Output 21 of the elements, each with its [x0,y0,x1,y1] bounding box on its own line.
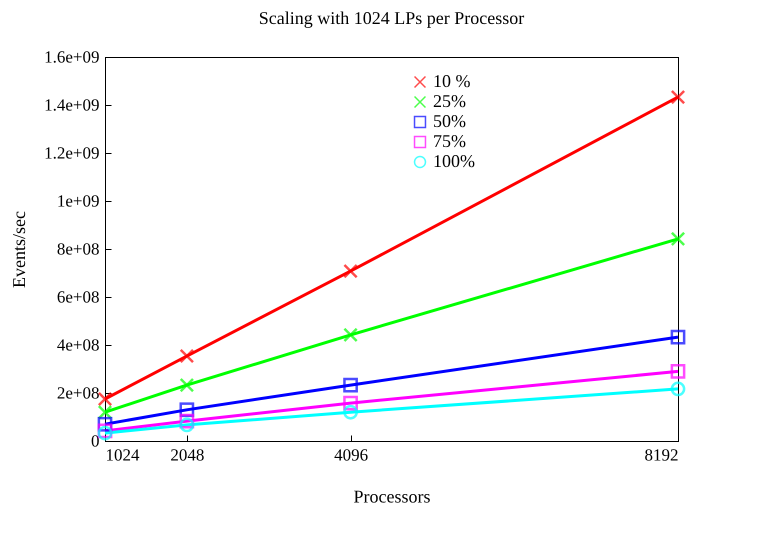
y-tick-label: 1e+09 [56,192,100,210]
y-axis-title: Events/sec [9,211,30,288]
y-tick-label: 4e+08 [56,336,100,354]
y-tick-label: 2e+08 [56,384,100,402]
y-tick-label: 1.2e+09 [44,144,100,162]
chart-title: Scaling with 1024 LPs per Processor [258,8,524,28]
x-tick-label: 4096 [334,446,368,464]
x-tick-label: 8192 [644,446,678,464]
legend-label: 75% [433,131,466,151]
x-tick-label: 1024 [106,446,140,464]
y-tick-label: 0 [91,432,100,450]
legend-label: 50% [433,111,466,131]
x-tick-label: 2048 [170,446,204,464]
y-tick-label: 1.6e+09 [44,48,100,66]
y-tick-label: 1.4e+09 [44,96,100,114]
legend-label: 10 % [433,71,470,91]
y-tick-label: 6e+08 [56,288,100,306]
y-tick-label: 8e+08 [56,240,100,258]
legend-label: 100% [433,151,475,171]
x-axis-title: Processors [354,486,430,506]
legend-label: 25% [433,91,466,111]
